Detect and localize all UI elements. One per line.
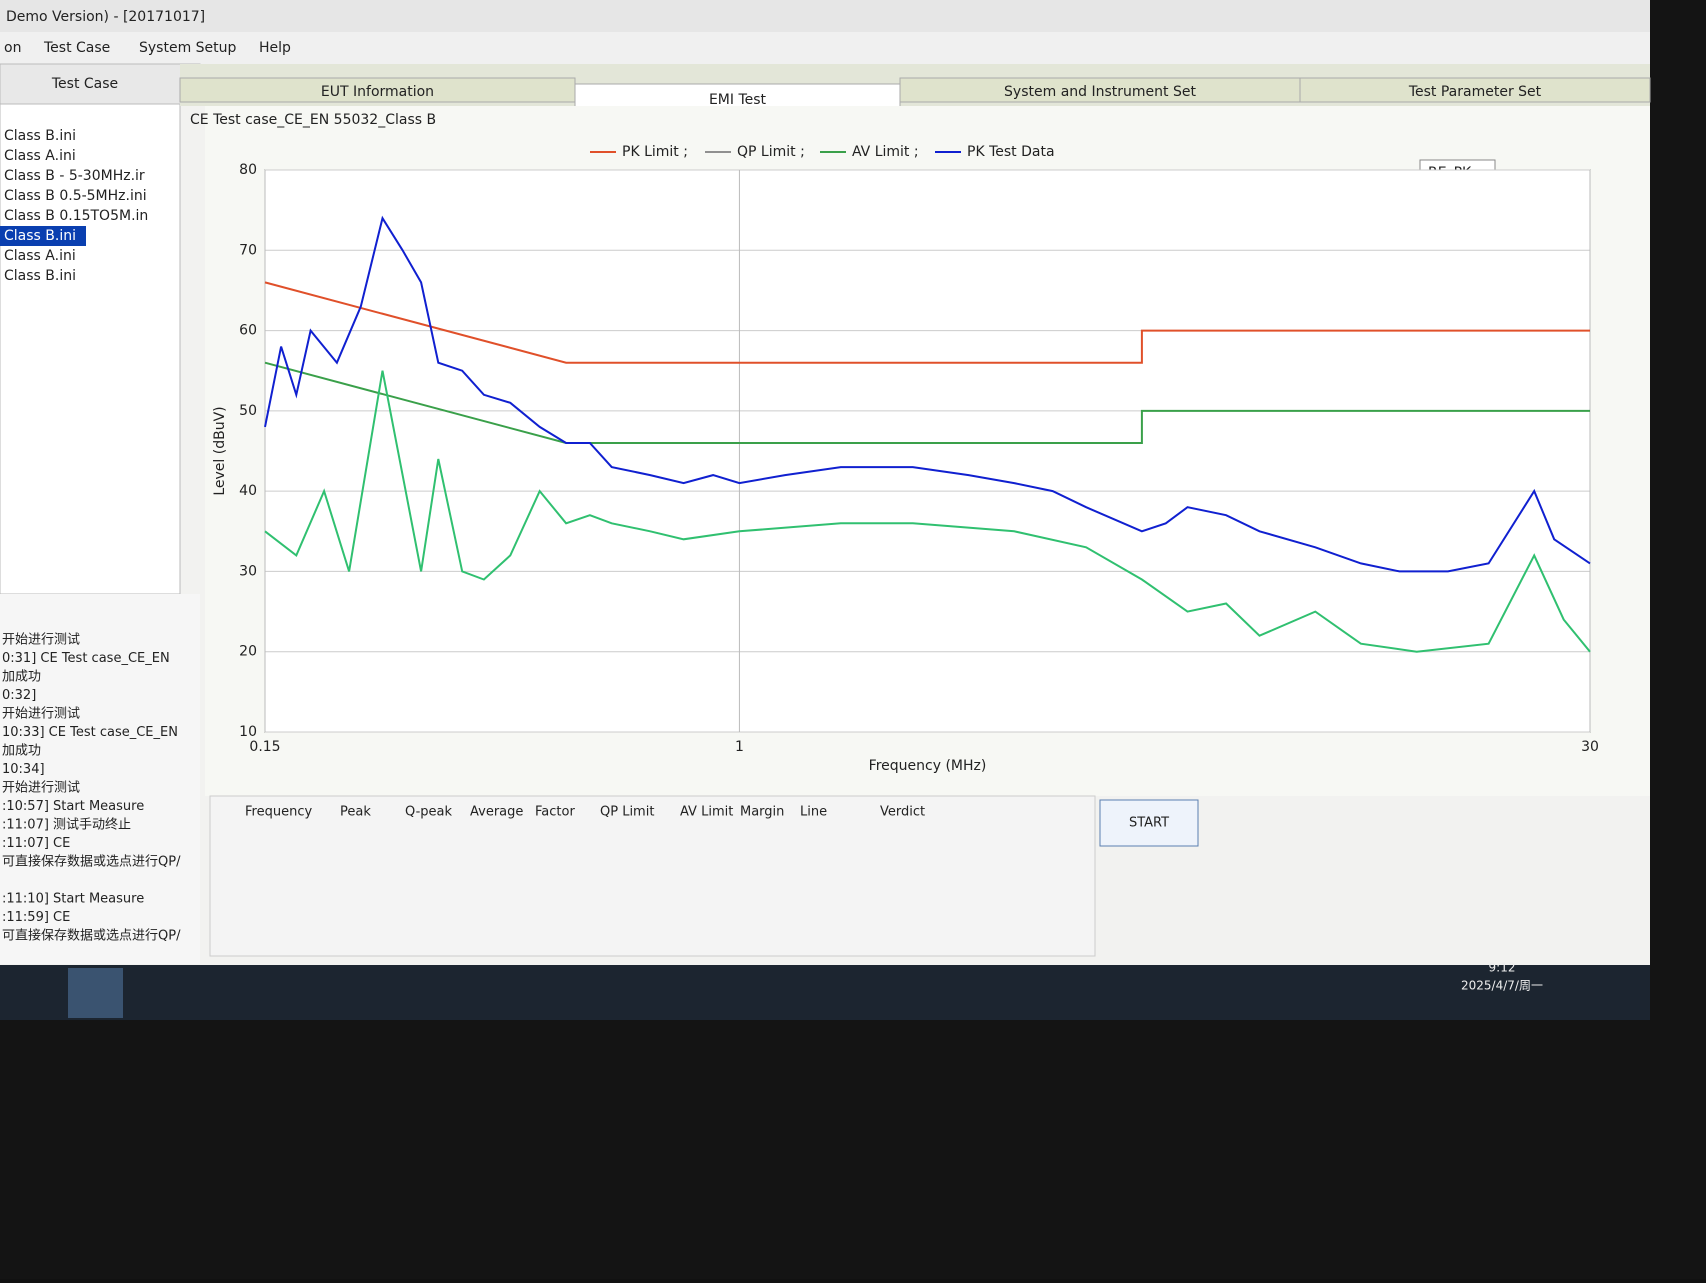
legend-label: AV Limit ; <box>852 144 919 160</box>
y-tick-label: 20 <box>239 644 257 660</box>
file-item[interactable]: Class B 0.5-5MHz.ini <box>4 188 147 204</box>
start-button[interactable] <box>1099 799 1199 847</box>
legend-label: QP Limit ; <box>737 144 805 160</box>
x-tick-label: 0.15 <box>249 739 280 755</box>
y-tick-label: 30 <box>239 563 257 579</box>
file-item[interactable]: Class B 0.15TO5M.in <box>4 208 148 224</box>
x-tick-label: 1 <box>735 739 744 755</box>
y-tick-label: 60 <box>239 323 257 339</box>
result-table <box>209 795 1096 957</box>
tab-label: EMI Test <box>709 92 767 108</box>
legend-label: PK Limit ; <box>622 144 688 160</box>
window-title: Demo Version) - [20171017] <box>6 9 205 25</box>
left-header: Test Case <box>51 76 118 92</box>
file-item[interactable]: Class A.ini <box>4 148 76 164</box>
tab[interactable] <box>179 77 576 103</box>
column-header: Peak <box>340 805 371 820</box>
log-line: 加成功 <box>2 670 41 685</box>
series-line <box>264 370 1591 653</box>
y-tick-label: 10 <box>239 724 257 740</box>
y-tick-label: 50 <box>239 403 257 419</box>
log-line: 开始进行测试 <box>2 707 80 722</box>
clock-time: 9:12 <box>1489 961 1516 975</box>
log-line: 开始进行测试 <box>2 781 80 796</box>
column-header: Line <box>800 805 827 820</box>
file-item[interactable]: Class A.ini <box>4 248 76 264</box>
file-list <box>0 103 181 595</box>
log-line: :10:57] Start Measure <box>2 799 144 814</box>
taskbar <box>0 965 1650 1020</box>
menu-item[interactable]: Test Case <box>43 40 110 56</box>
series-line <box>264 361 1590 444</box>
column-header: Frequency <box>245 805 312 820</box>
x-tick-label: 30 <box>1581 739 1599 755</box>
chart-title: CE Test case_CE_EN 55032_Class B <box>190 112 436 128</box>
log-line: 可直接保存数据或选点进行QP/ <box>2 854 181 870</box>
log-line: :11:10] Start Measure <box>2 892 144 907</box>
log-line: 0:32] <box>2 688 36 703</box>
log-panel <box>0 594 200 964</box>
menu-item[interactable]: on <box>4 40 21 56</box>
menu-item[interactable]: System Setup <box>139 40 237 56</box>
column-header: Average <box>470 805 523 820</box>
log-line: :11:59] CE <box>2 910 70 925</box>
series-line <box>264 215 1591 573</box>
column-header: Q-peak <box>405 805 453 820</box>
file-item[interactable]: Class B.ini <box>4 128 76 144</box>
file-selected <box>0 226 86 246</box>
tab-label: System and Instrument Set <box>1004 84 1196 100</box>
title-bar <box>0 0 1650 32</box>
log-line: :11:07] 测试手动终止 <box>2 817 131 833</box>
menu-bar <box>0 32 1650 64</box>
plot-area <box>264 169 1591 733</box>
log-line: 加成功 <box>2 744 41 759</box>
log-line: 0:31] CE Test case_CE_EN <box>2 651 170 666</box>
tab-label: Test Parameter Set <box>1408 84 1542 100</box>
tab[interactable] <box>899 77 1301 103</box>
task-app[interactable] <box>68 968 123 1018</box>
column-header: Factor <box>535 805 575 820</box>
log-line: 可直接保存数据或选点进行QP/ <box>2 928 181 944</box>
column-header: AV Limit <box>680 805 733 820</box>
log-line: 10:34] <box>2 762 45 777</box>
y-tick-label: 70 <box>239 242 257 258</box>
column-header: Verdict <box>880 805 925 820</box>
tab-label: EUT Information <box>321 84 434 100</box>
y-tick-label: 80 <box>239 162 257 178</box>
column-header: QP Limit <box>600 805 654 820</box>
log-line: 开始进行测试 <box>2 633 80 648</box>
log-line: :11:07] CE <box>2 836 70 851</box>
column-header: Margin <box>740 805 784 820</box>
x-axis-label: Frequency (MHz) <box>869 758 987 774</box>
start-button-label: START <box>1129 816 1169 831</box>
clock-date: 2025/4/7/周一 <box>1461 979 1543 993</box>
tab[interactable] <box>1299 77 1651 103</box>
file-item[interactable]: Class B.ini <box>4 228 76 244</box>
file-item[interactable]: Class B.ini <box>4 268 76 284</box>
y-tick-label: 40 <box>239 483 257 499</box>
y-axis-label: Level (dBuV) <box>212 406 228 495</box>
series-line <box>264 281 1590 364</box>
log-line: 10:33] CE Test case_CE_EN <box>2 725 178 740</box>
menu-item[interactable]: Help <box>259 40 291 56</box>
legend-label: PK Test Data <box>967 144 1055 160</box>
file-item[interactable]: Class B - 5-30MHz.ir <box>4 168 145 184</box>
